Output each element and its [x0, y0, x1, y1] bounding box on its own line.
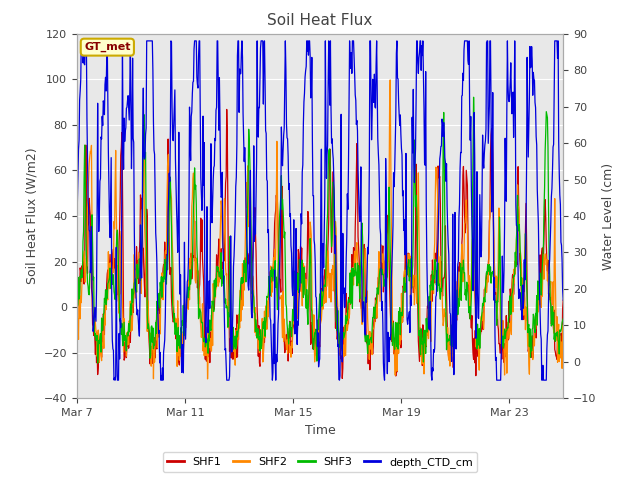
- Y-axis label: Water Level (cm): Water Level (cm): [602, 162, 615, 270]
- Title: Soil Heat Flux: Soil Heat Flux: [268, 13, 372, 28]
- X-axis label: Time: Time: [305, 424, 335, 437]
- Y-axis label: Soil Heat Flux (W/m2): Soil Heat Flux (W/m2): [25, 148, 38, 284]
- Text: GT_met: GT_met: [84, 42, 131, 52]
- Legend: SHF1, SHF2, SHF3, depth_CTD_cm: SHF1, SHF2, SHF3, depth_CTD_cm: [163, 452, 477, 472]
